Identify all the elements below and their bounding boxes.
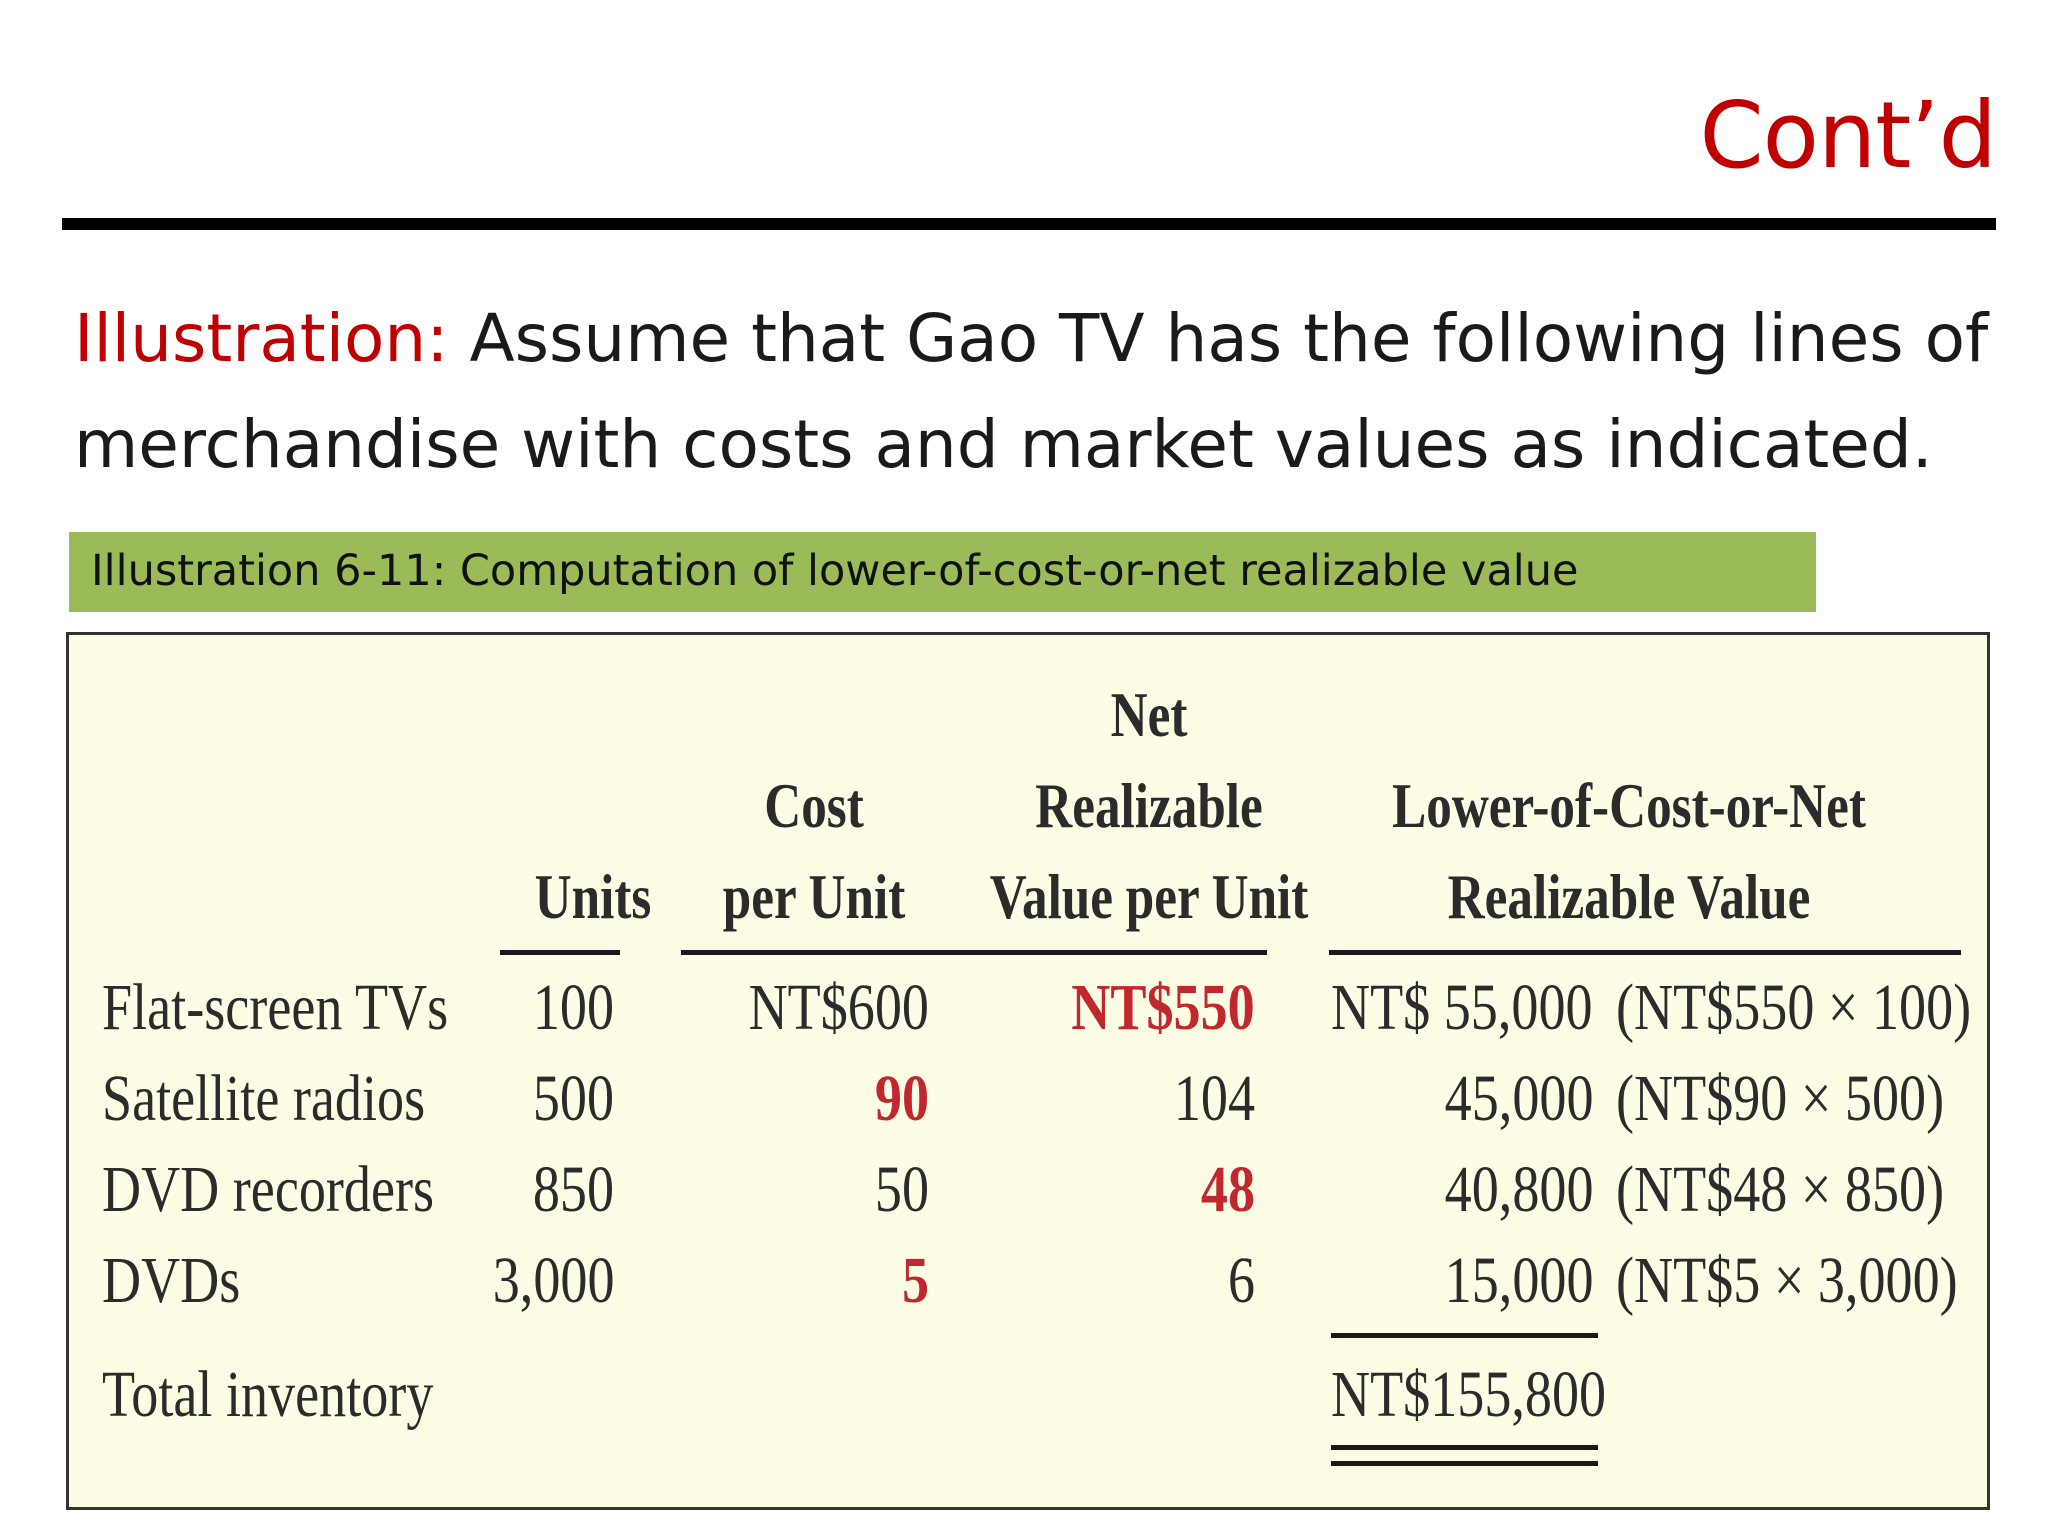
header-lcnrv-underline [1329, 950, 1961, 955]
row-lower-value: 40,800 [1444, 1153, 1593, 1226]
header-cost-line2: per Unit [722, 861, 906, 932]
row-item-label: DVDs [102, 1244, 241, 1317]
intro-lead: Illustration: [74, 300, 449, 377]
subtotal-rule [1331, 1333, 1598, 1338]
title-divider [62, 218, 1996, 230]
row-lower-value: 15,000 [1444, 1244, 1593, 1317]
header-lcnrv-line2: Realizable Value [1447, 861, 1811, 932]
row-nrv-per-unit: 104 [1173, 1062, 1255, 1135]
intro-text: Assume that Gao TV has the following lin… [74, 300, 1989, 483]
row-units: 500 [532, 1062, 614, 1135]
total-double-rule-top [1331, 1445, 1598, 1450]
row-cost-per-unit: NT$600 [748, 971, 929, 1044]
header-nrv-line3: Value per Unit [989, 861, 1309, 932]
row-nrv-per-unit: NT$550 [1071, 971, 1255, 1044]
row-calculation: (NT$5 × 3,000) [1616, 1244, 1958, 1317]
illustration-caption: Illustration 6-11: Computation of lower-… [91, 546, 1579, 596]
header-units: Units [534, 861, 652, 932]
total-double-rule-bottom [1331, 1461, 1598, 1466]
row-units: 100 [532, 971, 614, 1044]
slide-title: Cont’d [1699, 82, 1997, 189]
header-lcnrv-line1: Lower-of-Cost-or-Net [1392, 770, 1866, 841]
row-item-label: Satellite radios [102, 1062, 426, 1135]
row-cost-per-unit: 50 [874, 1153, 929, 1226]
total-label: Total inventory [102, 1358, 434, 1431]
header-nrv-line1: Net [1110, 679, 1188, 750]
row-nrv-per-unit: 48 [1200, 1153, 1255, 1226]
header-cost-underline [681, 950, 948, 955]
header-nrv-underline [931, 950, 1267, 955]
lcnrv-table-panel: Units Cost per Unit Net Realizable Value… [66, 632, 1990, 1510]
header-units-underline [500, 950, 620, 955]
row-nrv-per-unit: 6 [1227, 1244, 1255, 1317]
row-lower-value: NT$ 55,000 [1331, 971, 1593, 1044]
header-nrv-line2: Realizable [1035, 770, 1263, 841]
total-value: NT$155,800 [1331, 1358, 1607, 1431]
illustration-caption-bar: Illustration 6-11: Computation of lower-… [69, 532, 1816, 612]
row-calculation: (NT$90 × 500) [1616, 1062, 1945, 1135]
row-units: 850 [532, 1153, 614, 1226]
row-cost-per-unit: 5 [901, 1244, 929, 1317]
row-cost-per-unit: 90 [874, 1062, 929, 1135]
row-calculation: (NT$550 × 100) [1616, 971, 1972, 1044]
row-item-label: DVD recorders [102, 1153, 435, 1226]
header-cost-line1: Cost [764, 770, 864, 841]
row-calculation: (NT$48 × 850) [1616, 1153, 1945, 1226]
row-item-label: Flat-screen TVs [102, 971, 449, 1044]
row-lower-value: 45,000 [1444, 1062, 1593, 1135]
row-units: 3,000 [492, 1244, 614, 1317]
intro-paragraph: Illustration: Assume that Gao TV has the… [74, 286, 2004, 498]
